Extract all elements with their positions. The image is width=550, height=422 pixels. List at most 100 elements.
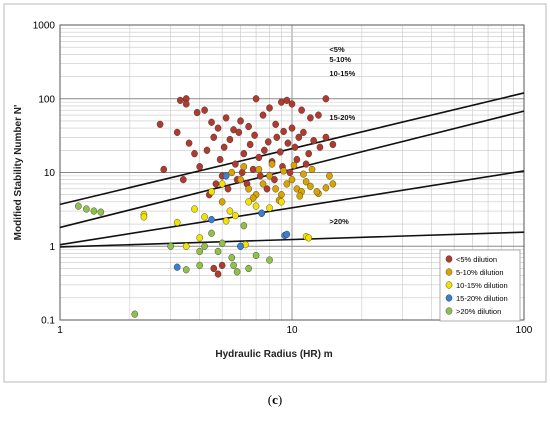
y-tick-label: 10 (44, 168, 56, 179)
data-point (160, 165, 168, 174)
data-point (268, 160, 276, 168)
data-point (173, 128, 181, 136)
series-8fc04a (75, 202, 273, 318)
data-point (216, 155, 224, 164)
data-point (310, 137, 317, 145)
data-point (210, 133, 218, 141)
legend: <5% dilution 5-10% dilution 10-15% dilutio… (439, 249, 521, 322)
data-point (252, 202, 260, 210)
data-point (191, 205, 198, 213)
data-point (185, 139, 193, 147)
data-point (293, 155, 301, 164)
data-point (322, 184, 330, 192)
data-point (220, 143, 228, 151)
data-point (276, 148, 284, 156)
boundary-line (59, 231, 525, 248)
data-point (266, 204, 273, 212)
data-point (271, 176, 278, 184)
data-point (264, 138, 272, 146)
data-point (313, 188, 321, 196)
data-point (90, 207, 98, 215)
data-point (288, 100, 296, 108)
data-point (218, 198, 226, 206)
data-point (259, 180, 267, 188)
data-point (196, 261, 203, 269)
data-point (316, 143, 324, 151)
data-point (291, 143, 299, 151)
data-point (283, 230, 291, 238)
data-point (201, 213, 208, 221)
data-point (208, 229, 215, 237)
data-point (218, 239, 226, 247)
data-point (75, 202, 82, 210)
data-point (280, 167, 287, 175)
data-point (212, 180, 220, 188)
legend-box (439, 249, 521, 322)
data-point (326, 172, 333, 180)
data-point (255, 165, 263, 174)
legend-marker (445, 268, 453, 276)
data-point (246, 140, 254, 149)
data-point (214, 247, 222, 256)
data-point (300, 170, 307, 178)
data-point (196, 247, 203, 256)
legend-marker (445, 307, 453, 315)
caption-letter: c (272, 392, 278, 407)
data-point (278, 198, 285, 206)
plot-frame (59, 24, 525, 321)
data-point (322, 95, 330, 103)
x-axis-title: Hydraulic Radius (HR) m (215, 349, 332, 360)
data-point (288, 124, 296, 132)
data-point (272, 120, 279, 128)
data-point (305, 234, 312, 242)
legend-marker (445, 294, 453, 302)
data-point (245, 122, 252, 131)
data-point (182, 266, 190, 274)
data-point (176, 96, 184, 104)
data-point (191, 150, 198, 158)
data-point (226, 207, 234, 215)
legend-marker (445, 281, 453, 289)
data-point (228, 168, 236, 177)
data-point (302, 178, 310, 186)
data-point (208, 118, 215, 126)
data-point (201, 106, 208, 114)
data-point (226, 135, 234, 144)
y-tick-label: 100 (38, 94, 55, 105)
zone-label: <5% (329, 45, 345, 54)
data-point (322, 133, 330, 141)
data-point (283, 96, 291, 104)
data-point (296, 192, 304, 200)
data-point (228, 254, 236, 262)
data-point (233, 268, 241, 276)
data-point (307, 182, 314, 190)
data-point (298, 106, 305, 114)
y-tick-label: 0.1 (41, 316, 55, 327)
data-point (201, 242, 208, 250)
data-point (273, 133, 281, 141)
data-point (240, 222, 248, 230)
data-point (245, 198, 252, 206)
data-point (222, 217, 230, 225)
data-point (255, 153, 263, 162)
data-point (280, 127, 287, 136)
data-point (222, 114, 230, 122)
boundary-line (59, 170, 525, 246)
data-point (182, 100, 190, 108)
data-point (218, 261, 226, 269)
x-tick-labels: 1 10 100 (57, 325, 533, 336)
data-point (290, 161, 298, 169)
data-point (180, 176, 187, 184)
zone-labels: <5%5-10% 10-15% 15-20% >20% (329, 45, 355, 226)
data-point (237, 117, 244, 125)
data-point (251, 131, 258, 139)
series-f2e200 (140, 180, 312, 250)
data-point (272, 185, 279, 193)
data-point (240, 163, 248, 171)
data-point (278, 98, 285, 106)
caption-open: ( (267, 392, 273, 407)
data-point (256, 172, 264, 180)
data-point (288, 176, 296, 184)
